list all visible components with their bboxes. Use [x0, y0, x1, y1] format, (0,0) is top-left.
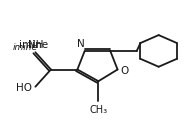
- Text: O: O: [120, 66, 129, 76]
- Text: CH₃: CH₃: [89, 105, 107, 115]
- Text: NH: NH: [28, 40, 43, 50]
- Text: imine: imine: [13, 43, 38, 52]
- Text: HO: HO: [16, 83, 32, 93]
- Text: N: N: [77, 39, 85, 49]
- Text: imine: imine: [19, 40, 48, 50]
